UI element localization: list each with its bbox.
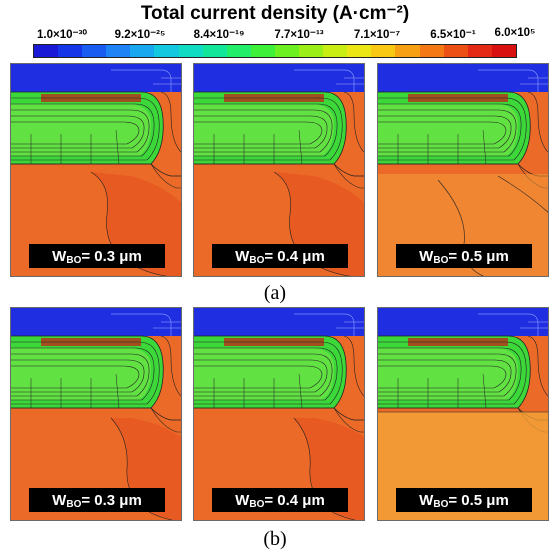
colorbar-tick: 8.4×10⁻¹⁹: [193, 29, 245, 41]
colorbar-swatch: [299, 45, 324, 57]
colorbar-swatch: [34, 45, 59, 57]
colorbar-tick: 7.1×10⁻⁷: [353, 29, 401, 41]
colorbar-tick: 7.7×10⁻¹³: [274, 29, 324, 41]
caption-a: (a): [263, 282, 287, 304]
colorbar-swatch: [106, 45, 131, 57]
width-label: W BO = 0.3 μm: [29, 244, 165, 268]
caption-b: (b): [263, 528, 287, 550]
width-label: W BO = 0.5 μm: [396, 244, 532, 268]
panel-b-3: W BO = 0.5 μm: [377, 307, 549, 521]
panel-b-1: W BO = 0.3 μm: [10, 307, 182, 521]
colorbar-swatch: [467, 45, 492, 57]
panel-a-3: W BO = 0.5 μm: [377, 63, 549, 277]
colorbar-tick: 6.0×10⁵: [494, 27, 536, 39]
colorbar-swatch: [395, 45, 420, 57]
figure-title: Total current density (A·cm⁻²): [140, 3, 410, 24]
colorbar-ticks: 1.0×10⁻³⁰ 9.2×10⁻²⁵ 8.4×10⁻¹⁹ 7.7×10⁻¹³ …: [20, 27, 540, 43]
colorbar-swatch: [130, 45, 155, 57]
colorbar-swatch: [371, 45, 396, 57]
colorbar-swatch: [250, 45, 275, 57]
colorbar-swatch: [58, 45, 83, 57]
colorbar-tick: 9.2×10⁻²⁵: [114, 29, 166, 41]
colorbar-swatch: [274, 45, 300, 57]
colorbar-swatch: [419, 45, 444, 57]
width-label: W BO = 0.4 μm: [212, 488, 348, 512]
colorbar-swatch: [82, 45, 107, 57]
colorbar-tick: 1.0×10⁻³⁰: [36, 29, 88, 41]
colorbar-swatch: [178, 45, 203, 57]
colorbar-swatch: [347, 45, 372, 57]
colorbar-swatch: [202, 45, 227, 57]
width-label: W BO = 0.3 μm: [29, 488, 165, 512]
colorbar-swatch: [154, 45, 179, 57]
colorbar-tick: 6.5×10⁻¹: [430, 29, 476, 41]
width-label: W BO = 0.4 μm: [212, 244, 348, 268]
colorbar-swatch: [491, 45, 516, 57]
panel-b-2: W BO = 0.4 μm: [193, 307, 365, 521]
colorbar-swatch: [226, 45, 251, 57]
colorbar-swatch: [443, 45, 468, 57]
panel-a-2: W BO = 0.4 μm: [193, 63, 365, 277]
colorbar-swatch: [323, 45, 348, 57]
panel-a-1: W BO = 0.3 μm: [10, 63, 182, 277]
width-label: W BO = 0.5 μm: [396, 488, 532, 512]
colorbar: [33, 44, 517, 58]
